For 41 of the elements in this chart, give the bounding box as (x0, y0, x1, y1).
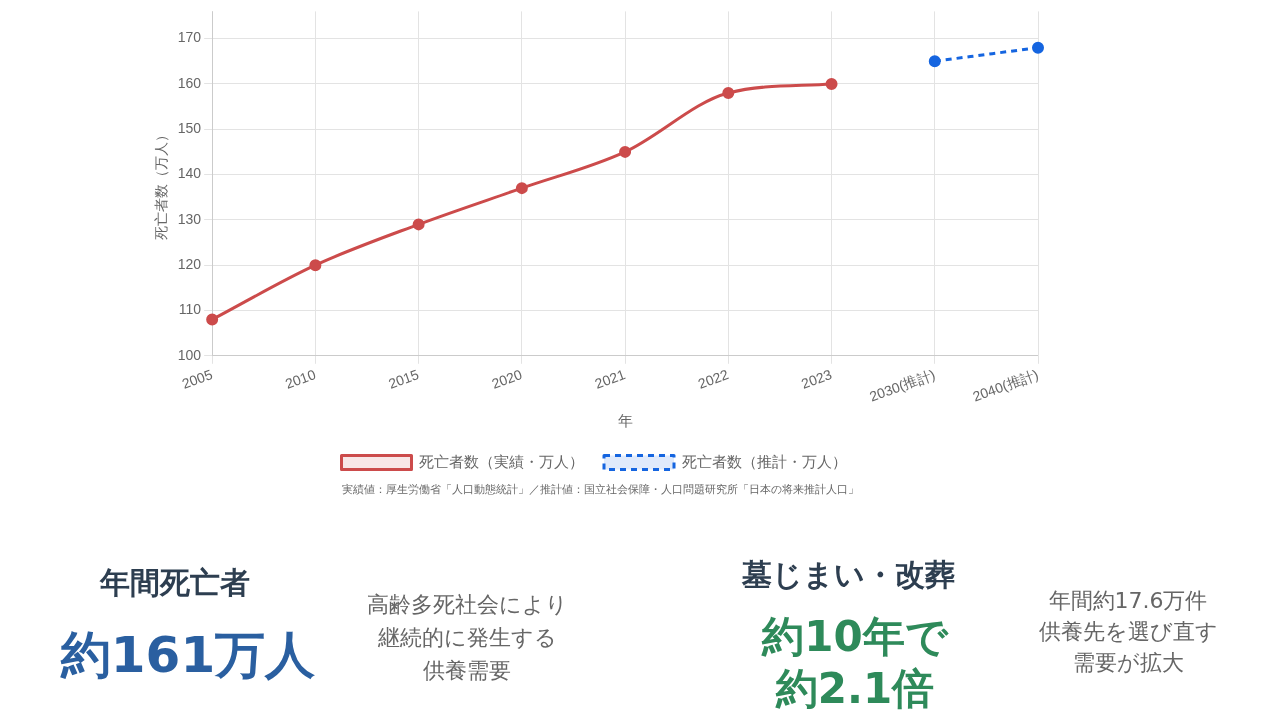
y-tick-label: 130 (177, 210, 202, 227)
text: 約2.1倍 (775, 664, 935, 715)
x-tick-label: 2015 (386, 366, 422, 392)
x-tick-label: 2020 (489, 366, 525, 392)
x-tick-label: 2005 (179, 366, 215, 392)
point (1032, 41, 1044, 54)
text: 約10年で (762, 612, 948, 663)
x-tick-label: 2023 (799, 366, 835, 392)
y-tick-label: 140 (177, 165, 202, 182)
text: 高齢多死社会により (366, 592, 568, 619)
text: 年間約17.6万件 (1048, 588, 1208, 615)
y-tick-label: 110 (178, 301, 202, 318)
x-axis-title: 年 (617, 412, 633, 430)
x-tick-label: 2022 (695, 366, 731, 392)
point (412, 218, 425, 231)
text: 需要が拡大 (1072, 650, 1184, 677)
point (619, 145, 632, 158)
point (722, 86, 735, 99)
point (515, 182, 528, 195)
point (309, 259, 322, 272)
y-axis-title: 死亡者数（万人） (153, 127, 170, 240)
y-tick-label: 100 (177, 346, 202, 363)
text: 実績値：厚生労働省「人口動態統計」／推計値：国立社会保障・人口問題研究所「日本の将来推計人口」 (340, 482, 860, 497)
y-tick-label: 160 (177, 74, 202, 91)
point (825, 77, 838, 90)
text: 年間死亡者 (100, 565, 250, 601)
legend-label: 死亡者数（推計・万人） (681, 452, 847, 470)
text: 継続的に発生する (377, 625, 557, 652)
text: 供養需要 (423, 658, 511, 685)
y-tick-label: 150 (177, 120, 202, 137)
x-tick-label: 2021 (592, 366, 628, 392)
text: 墓じまい・改葬 (741, 557, 955, 593)
text: 供養先を選び直す (1038, 619, 1218, 646)
y-tick-label: 170 (177, 29, 202, 46)
legend-label: 死亡者数（実績・万人） (419, 452, 584, 470)
point (928, 55, 941, 68)
x-tick-label: 2010 (282, 366, 318, 392)
x-tick-label: 2040(推計) (970, 366, 1041, 405)
text: 約161万人 (60, 625, 316, 685)
y-tick-label: 120 (177, 256, 202, 273)
x-tick-label: 2030(推計) (867, 366, 938, 405)
